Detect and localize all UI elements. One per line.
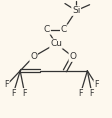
Text: F: F [94,80,99,89]
Text: F: F [11,89,16,98]
Text: F: F [4,80,9,89]
Text: F: F [90,89,94,98]
Text: Cu: Cu [50,39,62,48]
Text: F: F [22,89,27,98]
Text: F: F [78,89,83,98]
Text: C: C [61,25,67,34]
Text: Si: Si [72,6,80,15]
Text: O: O [69,52,76,61]
Text: C: C [44,25,50,34]
Text: O: O [30,52,37,61]
